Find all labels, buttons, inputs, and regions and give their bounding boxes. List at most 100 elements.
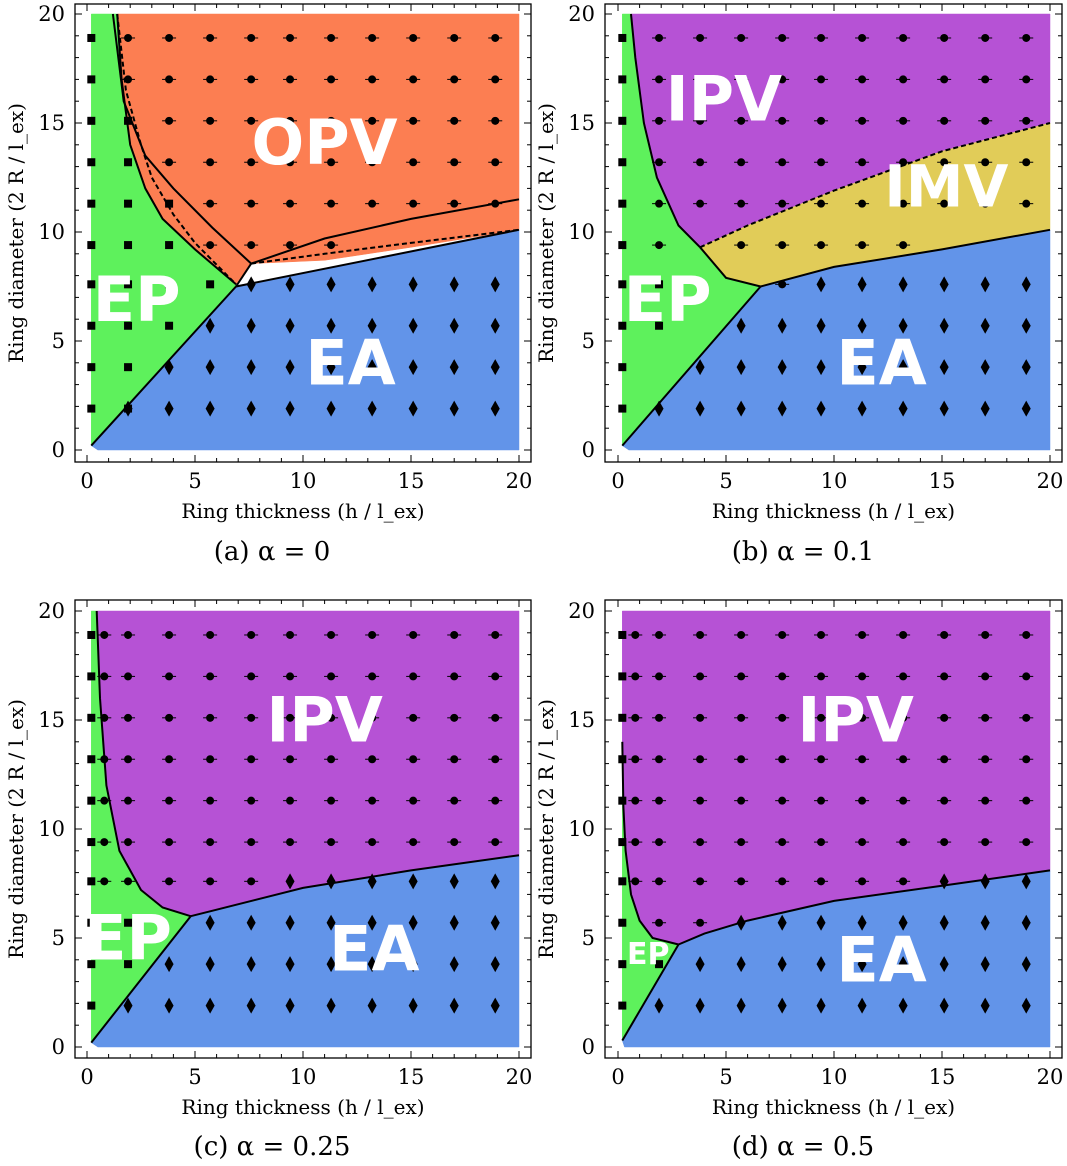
circle-marker xyxy=(817,75,826,84)
circle-marker xyxy=(450,838,459,847)
circle-marker xyxy=(858,158,867,167)
diamond-marker xyxy=(777,956,787,973)
circle-marker xyxy=(778,713,787,722)
diamond-marker xyxy=(654,400,664,417)
circle-marker xyxy=(858,75,867,84)
diamond-marker xyxy=(857,997,867,1014)
circle-marker xyxy=(327,116,336,125)
circle-marker xyxy=(737,33,746,42)
circle-marker xyxy=(100,713,109,722)
diamond-marker xyxy=(1021,914,1031,931)
circle-marker xyxy=(737,796,746,805)
x-tick-label: 5 xyxy=(188,1065,201,1089)
y-tick-label: 5 xyxy=(582,926,595,950)
circle-marker xyxy=(165,33,174,42)
x-tick-label: 10 xyxy=(821,1065,848,1089)
square-marker xyxy=(87,280,96,289)
circle-marker xyxy=(696,838,705,847)
circle-marker xyxy=(817,755,826,764)
circle-marker xyxy=(247,630,256,639)
y-tick-label: 15 xyxy=(38,111,65,135)
circle-marker xyxy=(899,241,908,250)
x-axis-label: Ring thickness (h / l_ex) xyxy=(181,499,424,523)
diamond-marker xyxy=(898,400,908,417)
y-axis-label: Ring diameter (2 R / l_ex) xyxy=(534,699,558,959)
x-tick-label: 5 xyxy=(719,469,732,493)
circle-marker xyxy=(858,838,867,847)
circle-marker xyxy=(858,33,867,42)
circle-marker xyxy=(817,241,826,250)
panel-d: IPV EP EA 0 5 10 15 20 0 5 10 15 20 Ring thickness (h… xyxy=(534,599,1063,1162)
circle-marker xyxy=(206,796,215,805)
circle-marker xyxy=(100,755,109,764)
x-tick-label: 0 xyxy=(80,469,93,493)
square-marker xyxy=(618,672,627,681)
circle-marker xyxy=(327,672,336,681)
square-marker xyxy=(618,321,627,330)
circle-marker xyxy=(165,158,174,167)
circle-marker xyxy=(327,75,336,84)
square-marker xyxy=(87,199,96,208)
circle-marker xyxy=(286,838,295,847)
diamond-marker xyxy=(777,400,787,417)
diamond-marker xyxy=(326,956,336,973)
x-tick-label: 5 xyxy=(188,469,201,493)
circle-marker xyxy=(631,755,640,764)
diamond-marker xyxy=(164,956,174,973)
circle-marker xyxy=(165,75,174,84)
circle-marker xyxy=(631,672,640,681)
circle-marker xyxy=(1022,672,1031,681)
region-label-ea: EA xyxy=(305,326,395,399)
circle-marker xyxy=(981,75,990,84)
circle-marker xyxy=(899,877,908,886)
diamond-marker xyxy=(490,997,500,1014)
diamond-marker xyxy=(695,956,705,973)
diamond-marker xyxy=(449,997,459,1014)
circle-marker xyxy=(858,796,867,805)
x-tick-label: 15 xyxy=(929,469,956,493)
circle-marker xyxy=(327,630,336,639)
region-label-ea: EA xyxy=(836,923,926,996)
circle-marker xyxy=(737,630,746,639)
y-axis-label: Ring diameter (2 R / l_ex) xyxy=(4,103,28,363)
circle-marker xyxy=(940,672,949,681)
diamond-marker xyxy=(285,317,295,334)
boundary-line xyxy=(699,246,761,288)
circle-marker xyxy=(247,672,256,681)
circle-marker xyxy=(1022,158,1031,167)
boundary-line xyxy=(90,915,192,1044)
circle-marker xyxy=(491,158,500,167)
circle-marker xyxy=(286,630,295,639)
circle-marker xyxy=(286,796,295,805)
circle-marker xyxy=(981,199,990,208)
square-marker xyxy=(124,116,133,125)
square-marker xyxy=(87,713,96,722)
circle-marker xyxy=(696,672,705,681)
circle-marker xyxy=(450,158,459,167)
diamond-marker xyxy=(408,317,418,334)
circle-marker xyxy=(778,877,787,886)
square-marker xyxy=(124,960,133,969)
square-marker xyxy=(87,158,96,167)
circle-marker xyxy=(940,158,949,167)
boundary-line xyxy=(760,228,1051,288)
y-tick-label: 0 xyxy=(52,438,65,462)
panel-caption: (d) α = 0.5 xyxy=(732,1132,874,1162)
x-tick-label: 0 xyxy=(611,1065,624,1089)
diamond-marker xyxy=(939,956,949,973)
circle-marker xyxy=(247,713,256,722)
circle-marker xyxy=(858,199,867,208)
square-marker xyxy=(87,918,96,927)
circle-marker xyxy=(247,838,256,847)
x-tick-label: 10 xyxy=(290,1065,317,1089)
circle-marker xyxy=(409,838,418,847)
region-label-ep: EP xyxy=(627,937,669,972)
diamond-marker xyxy=(205,317,215,334)
circle-marker xyxy=(100,877,109,886)
region-label-ep: EP xyxy=(93,263,181,336)
diamond-marker xyxy=(367,400,377,417)
y-tick-label: 10 xyxy=(38,220,65,244)
y-tick-label: 5 xyxy=(52,329,65,353)
circle-marker xyxy=(100,672,109,681)
x-axis-label: Ring thickness (h / l_ex) xyxy=(712,499,955,523)
